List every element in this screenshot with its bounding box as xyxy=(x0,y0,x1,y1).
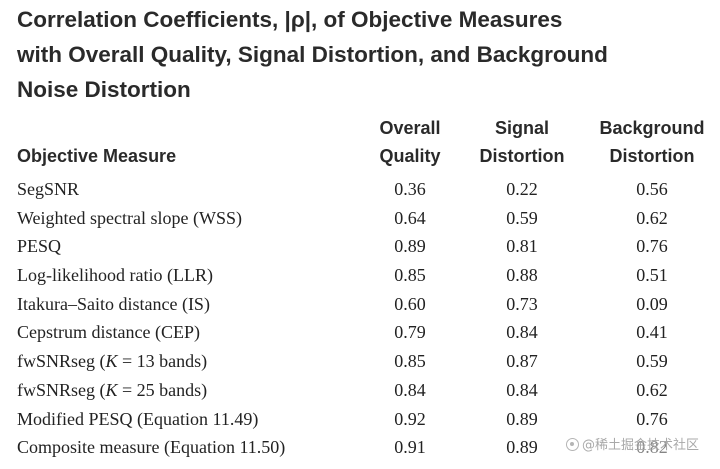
cell-background-distortion: 0.76 xyxy=(636,408,668,429)
column-header-overall-quality: Overall Quality xyxy=(360,114,460,170)
column-header-measure: Objective Measure xyxy=(17,146,177,166)
cell-background-distortion: 0.09 xyxy=(636,293,668,314)
cell-signal-distortion: 0.84 xyxy=(506,322,538,343)
header-overall-line-2: Quality xyxy=(379,146,441,166)
title-line-1: Correlation Coefficients, |ρ|, of Object… xyxy=(17,7,563,32)
cell-signal-distortion: 0.73 xyxy=(506,293,538,314)
cell-signal-distortion: 0.81 xyxy=(506,236,538,257)
measure-text-suffix: = 13 bands) xyxy=(117,351,208,372)
cell-measure: Weighted spectral slope (WSS) xyxy=(17,207,242,228)
cell-overall-quality: 0.79 xyxy=(394,322,426,343)
cell-overall-quality: 0.64 xyxy=(394,207,426,228)
cell-overall-quality: 0.91 xyxy=(394,437,426,458)
cell-measure: Itakura–Saito distance (IS) xyxy=(17,293,210,314)
cell-background-distortion: 0.59 xyxy=(636,351,668,372)
measure-variable: K xyxy=(105,351,118,372)
cell-measure: Composite measure (Equation 11.50) xyxy=(17,437,286,458)
cell-measure: fwSNRseg (K = 25 bands) xyxy=(17,376,207,405)
title-line-2: with Overall Quality, Signal Distortion,… xyxy=(17,42,608,67)
watermark: @稀土掘金技术社区 xyxy=(566,434,699,453)
table-row: Cepstrum distance (CEP) 0.79 0.84 0.41 xyxy=(0,318,720,347)
brand-logo-icon xyxy=(566,438,579,451)
header-background-line-2: Distortion xyxy=(609,146,695,166)
cell-overall-quality: 0.84 xyxy=(394,379,426,400)
cell-measure: fwSNRseg (K = 13 bands) xyxy=(17,347,207,376)
column-header-background-distortion: Background Distortion xyxy=(596,114,708,170)
cell-background-distortion: 0.56 xyxy=(636,179,668,199)
cell-measure: SegSNR xyxy=(17,179,80,199)
cell-measure: Modified PESQ (Equation 11.49) xyxy=(17,408,259,429)
measure-text: fwSNRseg ( xyxy=(17,379,106,400)
cell-signal-distortion: 0.84 xyxy=(506,379,538,400)
watermark-text: @稀土掘金技术社区 xyxy=(582,438,700,453)
measure-variable: K xyxy=(105,379,118,400)
cell-background-distortion: 0.62 xyxy=(636,379,668,400)
title-line-3: Noise Distortion xyxy=(17,77,191,102)
cell-background-distortion: 0.82 xyxy=(636,437,668,458)
cell-signal-distortion: 0.88 xyxy=(506,265,538,286)
cell-measure: Cepstrum distance (CEP) xyxy=(17,322,200,343)
table-title: Correlation Coefficients, |ρ|, of Object… xyxy=(17,2,707,107)
table-row: SegSNR 0.36 0.22 0.56 xyxy=(0,175,720,204)
header-overall-line-1: Overall xyxy=(379,118,441,138)
cell-overall-quality: 0.85 xyxy=(394,265,426,286)
header-signal-line-1: Signal xyxy=(494,118,549,138)
table-row: Log-likelihood ratio (LLR) 0.85 0.88 0.5… xyxy=(0,261,720,290)
cell-signal-distortion: 0.59 xyxy=(506,207,538,228)
cell-overall-quality: 0.36 xyxy=(394,179,426,199)
table-row: Weighted spectral slope (WSS) 0.64 0.59 … xyxy=(0,204,720,233)
table-row: PESQ 0.89 0.81 0.76 xyxy=(0,232,720,261)
cell-background-distortion: 0.41 xyxy=(636,322,668,343)
cell-measure: PESQ xyxy=(17,236,62,257)
header-background-line-1: Background xyxy=(599,118,705,138)
table-row: Modified PESQ (Equation 11.49) 0.92 0.89… xyxy=(0,405,720,434)
measure-text-suffix: = 25 bands) xyxy=(117,379,208,400)
table-row: fwSNRseg (K = 13 bands) 0.85 0.87 0.59 xyxy=(0,347,720,376)
cell-background-distortion: 0.76 xyxy=(636,236,668,257)
table-row: Itakura–Saito distance (IS) 0.60 0.73 0.… xyxy=(0,290,720,319)
column-header-signal-distortion: Signal Distortion xyxy=(468,114,576,170)
cell-background-distortion: 0.62 xyxy=(636,207,668,228)
measure-text: fwSNRseg ( xyxy=(17,351,106,372)
cell-measure: Log-likelihood ratio (LLR) xyxy=(17,265,213,286)
table-row: Composite measure (Equation 11.50) 0.91 … xyxy=(0,433,720,462)
header-signal-line-2: Distortion xyxy=(479,146,565,166)
cell-signal-distortion: 0.22 xyxy=(506,179,538,199)
cell-signal-distortion: 0.89 xyxy=(506,437,538,458)
table-row: fwSNRseg (K = 25 bands) 0.84 0.84 0.62 xyxy=(0,376,720,405)
cell-signal-distortion: 0.89 xyxy=(506,408,538,429)
cell-background-distortion: 0.51 xyxy=(636,265,668,286)
cell-overall-quality: 0.60 xyxy=(394,293,426,314)
cell-overall-quality: 0.92 xyxy=(394,408,426,429)
cell-overall-quality: 0.85 xyxy=(394,351,426,372)
cell-signal-distortion: 0.87 xyxy=(506,351,538,372)
table-body: SegSNR 0.36 0.22 0.56 Weighted spectral … xyxy=(0,175,720,462)
cell-overall-quality: 0.89 xyxy=(394,236,426,257)
